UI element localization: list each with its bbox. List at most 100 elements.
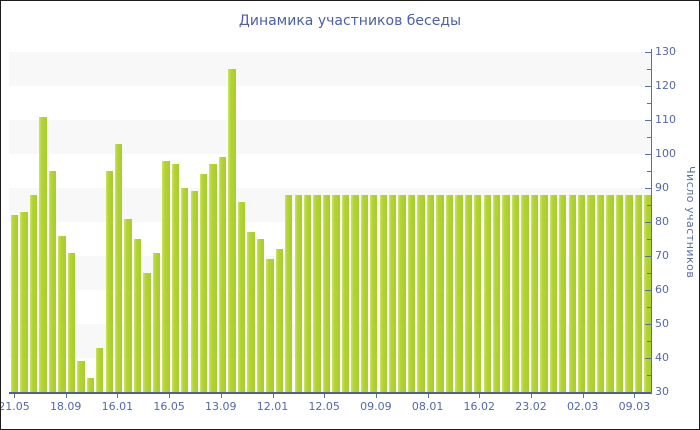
bar: [247, 232, 255, 392]
bar: [313, 194, 321, 392]
y-minor-tick: [647, 205, 651, 206]
bar: [322, 194, 331, 392]
x-tick-label: 13.09: [205, 400, 237, 413]
background-band: [9, 52, 651, 86]
y-axis-title: Число участников: [684, 165, 697, 279]
x-tick-label: 12.05: [308, 400, 340, 413]
bar: [559, 194, 567, 392]
x-tick-label: 21.05: [0, 400, 30, 413]
y-tick: [645, 256, 651, 257]
bar: [218, 157, 227, 392]
x-tick: [272, 394, 274, 398]
y-minor-tick: [647, 103, 651, 104]
bar: [436, 194, 444, 392]
bar: [540, 194, 548, 392]
bar: [11, 215, 19, 392]
x-tick: [14, 394, 15, 398]
bar: [407, 194, 416, 392]
bar: [549, 194, 558, 392]
x-tick-label: 09.03: [618, 400, 651, 413]
bar: [228, 69, 236, 392]
bar: [625, 194, 633, 392]
y-tick: [645, 324, 651, 325]
y-minor-tick: [647, 307, 651, 308]
bar: [133, 239, 142, 392]
bar: [20, 211, 28, 392]
y-tick: [645, 154, 651, 155]
bar: [162, 160, 170, 392]
x-tick-label: 16.02: [463, 400, 496, 413]
bar: [578, 194, 586, 392]
y-tick-label: 110: [655, 113, 676, 126]
y-minor-tick: [647, 341, 651, 342]
bar: [606, 194, 614, 392]
bar: [596, 194, 605, 392]
bar: [114, 143, 123, 392]
y-tick: [645, 222, 651, 223]
y-tick: [645, 86, 651, 87]
y-tick: [645, 358, 651, 359]
bar: [58, 235, 66, 392]
x-tick-label: 23.02: [515, 400, 547, 413]
x-tick-label: 16.05: [153, 400, 185, 413]
bar: [351, 194, 359, 392]
y-tick-label: 40: [655, 351, 669, 364]
x-tick: [531, 394, 532, 398]
bar: [398, 194, 406, 392]
x-tick: [220, 394, 222, 398]
bar: [303, 194, 312, 392]
bar: [521, 194, 529, 392]
y-tick: [645, 290, 651, 291]
bar: [200, 174, 208, 392]
bar: [474, 194, 482, 392]
bar: [332, 194, 340, 392]
y-tick-label: 60: [655, 283, 669, 296]
x-tick-label: 16.01: [101, 400, 134, 413]
bar: [143, 273, 151, 392]
bar: [39, 116, 47, 392]
bar: [266, 259, 274, 392]
bar: [96, 347, 104, 392]
bar: [86, 378, 94, 392]
x-tick-label: 08.01: [411, 400, 444, 413]
bar: [105, 171, 113, 392]
y-tick: [645, 188, 651, 189]
y-minor-tick: [647, 239, 651, 240]
bar: [275, 249, 283, 392]
bar: [483, 194, 491, 392]
bar: [48, 171, 57, 392]
bar: [417, 194, 425, 392]
bar: [511, 194, 520, 392]
y-tick-label: 50: [655, 317, 669, 330]
y-minor-tick: [647, 375, 651, 376]
bar: [530, 194, 539, 392]
bar: [152, 252, 161, 392]
bar: [587, 194, 595, 392]
bar: [181, 188, 189, 392]
bar: [294, 194, 302, 392]
bar: [256, 239, 265, 392]
y-tick: [645, 52, 651, 53]
x-tick-label: 18.09: [49, 400, 82, 413]
bar: [67, 252, 76, 392]
bar: [171, 164, 180, 392]
bar: [190, 191, 198, 392]
x-axis-line: [9, 392, 651, 394]
bar: [464, 194, 472, 392]
bar: [634, 194, 643, 392]
bar: [389, 194, 397, 392]
bar: [426, 194, 435, 392]
bar: [445, 194, 454, 392]
bar: [615, 194, 624, 392]
bar: [285, 194, 293, 392]
bar: [124, 218, 132, 392]
bar: [379, 194, 387, 392]
y-tick-label: 130: [655, 45, 676, 58]
y-minor-tick: [647, 171, 651, 172]
x-tick: [324, 394, 326, 398]
y-minor-tick: [647, 69, 651, 70]
bar: [492, 194, 501, 392]
bar: [237, 201, 246, 392]
x-tick: [479, 394, 481, 398]
y-tick-label: 120: [655, 79, 676, 92]
